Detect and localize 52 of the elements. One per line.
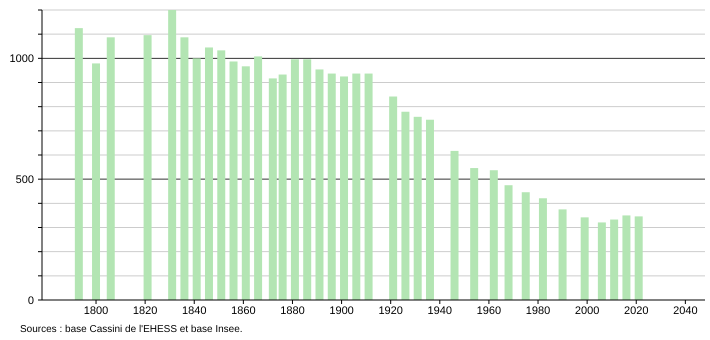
bar (558, 209, 567, 300)
bar (490, 170, 498, 300)
bar (204, 47, 213, 300)
bar (328, 74, 336, 300)
bar (622, 215, 630, 300)
x-tick-label: 1900 (329, 305, 354, 317)
bar (192, 58, 201, 300)
bar (389, 96, 398, 300)
bar (470, 168, 478, 300)
x-tick-label: 1960 (476, 305, 502, 317)
x-tick-label: 1860 (231, 305, 256, 317)
bar (538, 198, 547, 300)
x-tick-label: 2020 (624, 305, 648, 317)
bar (504, 185, 513, 300)
bar (254, 56, 262, 300)
bar (242, 66, 250, 300)
bar (450, 150, 459, 300)
bar (364, 74, 373, 300)
bar (522, 192, 530, 300)
y-tick-label: 1000 (10, 53, 34, 66)
bar (144, 35, 152, 300)
x-tick-label: 1920 (378, 305, 403, 317)
bar (598, 222, 606, 300)
bar (290, 59, 299, 300)
bar (180, 37, 188, 300)
bar (401, 112, 410, 300)
x-tick-label: 1880 (280, 305, 305, 317)
bar (74, 28, 83, 300)
bar (92, 63, 100, 300)
bar (426, 120, 434, 300)
source-note: Sources : base Cassini de l'EHESS et base Insee. (20, 324, 243, 335)
x-tick-label: 1940 (428, 305, 452, 317)
bar (315, 69, 324, 300)
y-tick-label: 0 (28, 294, 34, 307)
bar (230, 61, 238, 300)
x-tick-label: 1980 (526, 305, 550, 317)
bar (217, 50, 226, 300)
y-tick-label: 500 (16, 174, 34, 186)
x-tick-label: 2040 (673, 305, 698, 317)
bar (168, 10, 176, 300)
bar (414, 116, 422, 300)
bar (106, 37, 115, 300)
bar (634, 216, 643, 300)
x-tick-label: 2000 (574, 305, 600, 317)
bar (352, 74, 360, 300)
bar (303, 59, 312, 300)
bar (610, 220, 618, 300)
x-tick-label: 1840 (182, 305, 206, 317)
x-tick-label: 1800 (84, 305, 108, 317)
bar (580, 217, 589, 300)
bar (340, 76, 348, 300)
x-tick-label: 1820 (132, 305, 158, 317)
